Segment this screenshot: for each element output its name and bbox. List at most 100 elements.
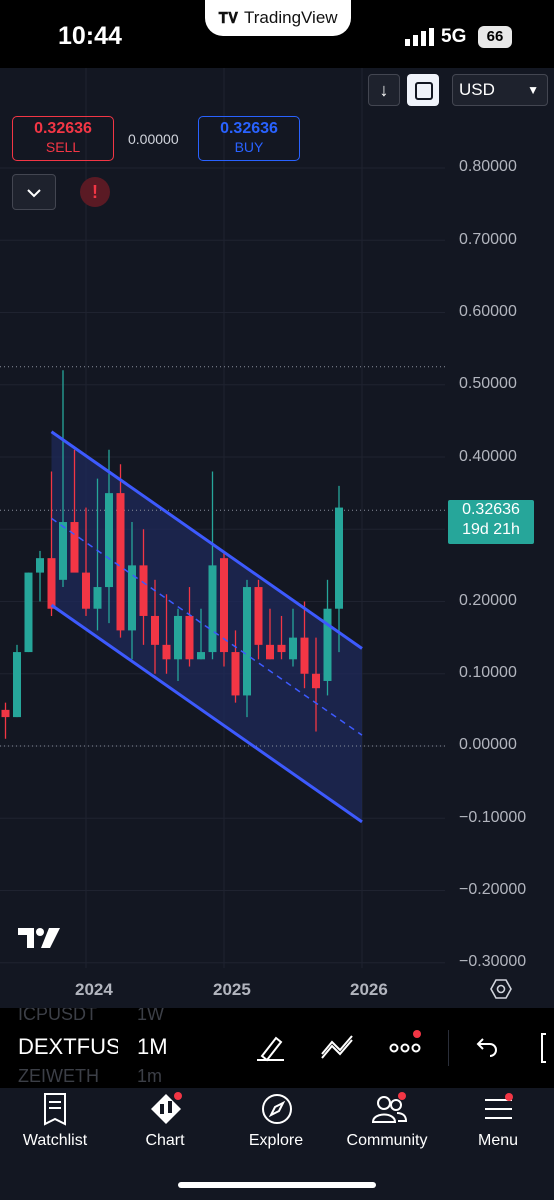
symbol-toolbar: ICPUSDT DEXTFUSD ZEIWETH 1W 1M 1m bbox=[0, 1008, 554, 1088]
toolbar-divider bbox=[448, 1030, 449, 1066]
candle-body bbox=[300, 637, 309, 674]
candle-body bbox=[59, 522, 67, 580]
candle-body bbox=[162, 644, 171, 660]
candle-body bbox=[93, 587, 102, 609]
candle-body bbox=[185, 615, 194, 660]
more-icon[interactable] bbox=[388, 1030, 424, 1062]
y-tick-label: 0.60000 bbox=[459, 303, 517, 320]
clock: 10:44 bbox=[58, 22, 122, 50]
tab-label: Chart bbox=[145, 1132, 185, 1149]
notification-dot bbox=[174, 1092, 182, 1100]
chart-tab-icon bbox=[151, 1094, 181, 1124]
candle-body bbox=[243, 587, 251, 696]
redo-icon[interactable] bbox=[536, 1030, 554, 1066]
y-tick-label: 0.10000 bbox=[459, 664, 517, 681]
candle-body bbox=[174, 615, 182, 660]
candle-body bbox=[277, 644, 286, 653]
candle-body bbox=[70, 522, 79, 573]
chevron-down-icon bbox=[27, 189, 41, 198]
tab-label: Explore bbox=[248, 1132, 304, 1149]
undo-icon[interactable] bbox=[472, 1030, 500, 1062]
candle-body bbox=[266, 644, 274, 660]
candle-body bbox=[128, 565, 136, 631]
spread-value: 0.00000 bbox=[128, 131, 179, 147]
collapse-button[interactable] bbox=[12, 174, 56, 210]
candle-countdown: 19d 21h bbox=[462, 521, 520, 538]
last-price-badge: 0.32636 19d 21h bbox=[448, 500, 534, 544]
last-price-value: 0.32636 bbox=[462, 501, 520, 518]
candle-body bbox=[231, 652, 240, 696]
tab-label: Watchlist bbox=[22, 1132, 88, 1149]
warning-icon[interactable]: ! bbox=[80, 177, 110, 207]
drawing-tool-icon[interactable] bbox=[254, 1030, 286, 1062]
network-type: 5G bbox=[441, 26, 467, 47]
y-tick-label: 0.00000 bbox=[459, 736, 517, 753]
channel-upper-line bbox=[50, 430, 363, 650]
watchlist-icon bbox=[44, 1093, 66, 1126]
sell-button[interactable]: 0.32636 SELL bbox=[12, 116, 114, 161]
notification-dot bbox=[398, 1092, 406, 1100]
y-tick-label: 0.80000 bbox=[459, 158, 517, 175]
app-pill-label: TradingView bbox=[244, 8, 338, 27]
y-tick-label: 0.40000 bbox=[459, 448, 517, 465]
candle-body bbox=[335, 507, 343, 609]
notification-dot bbox=[413, 1030, 421, 1038]
y-tick-label: −0.30000 bbox=[459, 953, 527, 970]
candle-body bbox=[220, 558, 228, 653]
buy-label: BUY bbox=[234, 139, 264, 155]
x-tick-label: 2024 bbox=[75, 980, 113, 999]
chevron-down-icon: ▼ bbox=[527, 83, 539, 97]
symbol-current[interactable]: DEXTFUSD bbox=[18, 1034, 118, 1059]
candle-body bbox=[208, 565, 217, 653]
candle-body bbox=[47, 558, 56, 609]
y-tick-label: 0.20000 bbox=[459, 592, 517, 609]
currency-value: USD bbox=[459, 80, 495, 99]
y-tick-label: −0.10000 bbox=[459, 809, 527, 826]
candle-body bbox=[36, 558, 44, 573]
sell-price: 0.32636 bbox=[34, 120, 92, 137]
scroll-to-latest-button[interactable]: ↓ bbox=[368, 74, 400, 106]
y-tick-label: −0.20000 bbox=[459, 881, 527, 898]
candle-body bbox=[105, 493, 113, 588]
channel-lower-line bbox=[50, 603, 363, 824]
tradingview-logo-icon: 𝐓𝐕 bbox=[218, 9, 239, 27]
buy-button[interactable]: 0.32636 BUY bbox=[198, 116, 300, 161]
compass-icon bbox=[262, 1094, 292, 1124]
candle-body bbox=[197, 652, 205, 660]
currency-select[interactable]: USD ▼ bbox=[452, 74, 548, 106]
symbol-next[interactable]: ZEIWETH bbox=[18, 1066, 99, 1086]
x-tick-label: 2026 bbox=[350, 980, 388, 999]
candle-body bbox=[139, 565, 148, 616]
fullscreen-icon bbox=[415, 82, 433, 100]
notification-dot bbox=[505, 1093, 513, 1101]
y-tick-label: 0.70000 bbox=[459, 231, 517, 248]
candle-body bbox=[1, 709, 10, 718]
app-pill[interactable]: 𝐓𝐕 TradingView bbox=[205, 0, 351, 36]
indicators-icon[interactable] bbox=[320, 1030, 356, 1062]
y-tick-label: 0.50000 bbox=[459, 375, 517, 392]
candle-body bbox=[312, 673, 320, 689]
candle-body bbox=[151, 615, 159, 645]
candle-body bbox=[254, 587, 263, 645]
timeframe-prev[interactable]: 1W bbox=[137, 1008, 164, 1024]
tab-label: Community bbox=[346, 1132, 428, 1149]
chart-settings-icon[interactable] bbox=[490, 978, 512, 1000]
candle-body bbox=[82, 572, 90, 609]
timeframe-next[interactable]: 1m bbox=[137, 1066, 163, 1086]
bottom-tab-bar: Watchlist Chart Explore Community bbox=[0, 1088, 554, 1200]
timeframe-current[interactable]: 1M bbox=[137, 1034, 168, 1059]
community-icon bbox=[371, 1096, 408, 1123]
home-indicator bbox=[178, 1182, 376, 1188]
channel-middle-line bbox=[51, 517, 363, 736]
sell-label: SELL bbox=[45, 139, 81, 155]
buy-price: 0.32636 bbox=[220, 120, 278, 137]
candle-body bbox=[289, 637, 297, 660]
symbol-prev[interactable]: ICPUSDT bbox=[18, 1008, 98, 1024]
arrow-down-icon: ↓ bbox=[379, 80, 389, 100]
candle-body bbox=[116, 493, 125, 631]
price-chart[interactable] bbox=[0, 68, 554, 1008]
candle-body bbox=[13, 652, 21, 718]
fullscreen-button[interactable] bbox=[407, 74, 439, 106]
signal-icon bbox=[405, 28, 434, 46]
battery-icon: 66 bbox=[478, 26, 512, 48]
